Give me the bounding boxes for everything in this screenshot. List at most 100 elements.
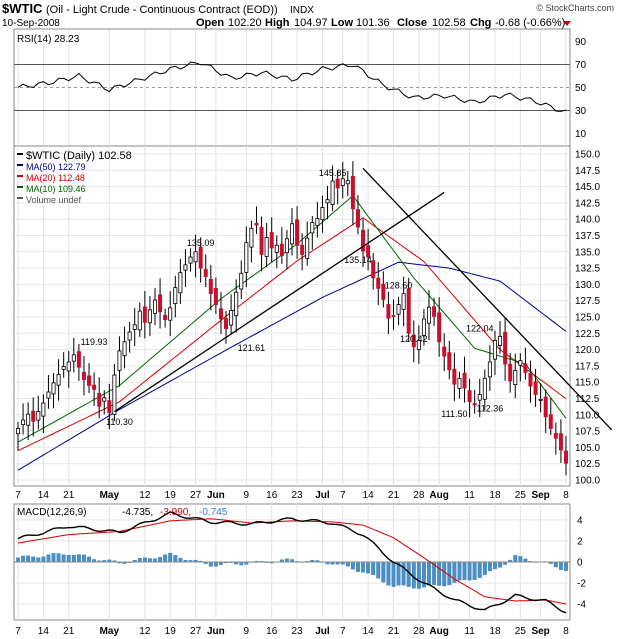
x-tick-label-macd: 19 — [165, 626, 177, 637]
price-tick-label: 130.0 — [575, 280, 600, 291]
macd-histogram-bar — [477, 561, 482, 578]
macd-histogram-bar — [376, 561, 381, 579]
macd-histogram-bar — [427, 561, 431, 586]
price-tick-label: 122.5 — [575, 329, 600, 340]
macd-histogram-bar — [437, 561, 442, 586]
macd-histogram-bar — [411, 561, 416, 589]
brand-label[interactable]: © StockCharts.com — [536, 3, 614, 13]
candle-body — [538, 399, 543, 401]
candle-body — [528, 372, 533, 387]
price-panel-frame — [13, 145, 571, 487]
macd-histogram-bar — [467, 561, 472, 581]
candle-body — [335, 178, 340, 189]
macd-histogram-bar — [82, 554, 86, 563]
price-annotation: 135.14 — [344, 255, 372, 265]
price-tick-label: 120.0 — [575, 345, 600, 356]
candle-body — [355, 209, 360, 228]
candle-body — [564, 450, 569, 464]
candle-body — [254, 222, 259, 226]
candle-body — [411, 334, 416, 348]
x-tick-label-price: 14 — [363, 490, 375, 501]
macd-histogram-bar — [442, 561, 447, 587]
macd-histogram-bar — [361, 561, 365, 573]
macd-histogram-bar — [41, 556, 46, 563]
macd-histogram-bar — [208, 561, 213, 567]
price-tick-label: 145.0 — [575, 182, 600, 193]
price-annotation: 110.30 — [106, 417, 133, 427]
candle-body — [234, 291, 239, 317]
candle-body — [376, 277, 381, 289]
candle-body — [244, 242, 249, 273]
candle-body — [213, 287, 218, 306]
price-annotation: 122.04 — [466, 323, 494, 333]
x-tick-label-price: Aug — [429, 490, 448, 501]
x-tick-label-macd: May — [100, 626, 120, 637]
macd-histogram-bar — [76, 554, 81, 563]
candle-body — [117, 350, 122, 371]
candle-body — [401, 293, 406, 310]
macd-histogram-bar — [147, 558, 152, 563]
x-tick-label-price: 8 — [563, 490, 569, 501]
candle-body — [76, 351, 81, 368]
candle-body — [345, 180, 350, 185]
candle-body — [305, 237, 310, 259]
macd-histogram-bar — [56, 553, 61, 563]
candle-body — [31, 410, 36, 422]
x-tick-label-price: 28 — [413, 490, 425, 501]
axis-layer: 7714142121MayMay121219192727JunJun991616… — [15, 37, 600, 637]
candle-body — [183, 264, 188, 271]
price-tick-label: 100.0 — [575, 476, 600, 487]
candle-body — [193, 251, 198, 263]
macd-tick-label: -4 — [577, 600, 586, 611]
legend-entry: MA(50) 122.79 — [26, 162, 86, 172]
macd-histogram-bar — [46, 554, 51, 563]
open-label: Open — [196, 17, 224, 29]
x-tick-label-macd: 18 — [489, 626, 501, 637]
candle-body — [472, 403, 477, 406]
candle-body — [325, 199, 330, 204]
candle-body — [361, 229, 366, 252]
price-tick-label: 102.5 — [575, 459, 600, 470]
candle-body — [97, 393, 102, 407]
macd-histogram-bar — [87, 556, 91, 563]
x-tick-label-macd: 25 — [515, 626, 527, 637]
x-tick-label-price: 21 — [63, 490, 75, 501]
price-tick-label: 132.5 — [575, 264, 600, 275]
low-label: Low — [331, 17, 353, 29]
candle-body — [137, 310, 142, 331]
macd-histogram-bar — [493, 561, 497, 570]
macd-histogram-bar — [498, 561, 502, 568]
x-tick-label-macd: 28 — [413, 626, 425, 637]
candle-body — [158, 294, 163, 313]
macd-histogram-bar — [16, 557, 20, 563]
macd-histogram-bar — [472, 561, 477, 580]
down-arrow-icon — [563, 21, 571, 26]
candle-body — [132, 324, 137, 330]
price-annotation: 120.42 — [400, 334, 428, 344]
x-tick-label-macd: 7 — [15, 626, 21, 637]
x-tick-label-macd: 14 — [363, 626, 375, 637]
candle-body — [386, 304, 391, 319]
price-tick-label: 117.5 — [575, 361, 600, 372]
legend-entry: MA(10) 109.46 — [26, 184, 86, 194]
candle-body — [218, 308, 223, 320]
candle-body — [533, 381, 538, 395]
candle-body — [350, 175, 355, 210]
macd-panel-label: MACD(12,26,9) — [17, 507, 86, 518]
macd-histogram-bar — [553, 561, 558, 568]
candle-body — [224, 318, 229, 330]
price-tick-label: 135.0 — [575, 247, 600, 258]
candle-body — [426, 306, 431, 324]
x-tick-label-macd: 8 — [563, 626, 569, 637]
macd-histogram-bar — [513, 555, 518, 563]
macd-histogram-bar — [518, 556, 523, 563]
candle-body — [447, 352, 452, 371]
candle-body — [198, 246, 203, 269]
macd-histogram-bar — [564, 561, 568, 571]
candle-body — [188, 256, 193, 264]
macd-tick-label: -2 — [577, 579, 586, 590]
macd-histogram-bar — [416, 561, 421, 589]
ohlc-readout: Open 102.20 High 104.97 Low 101.36 Close… — [196, 17, 571, 29]
